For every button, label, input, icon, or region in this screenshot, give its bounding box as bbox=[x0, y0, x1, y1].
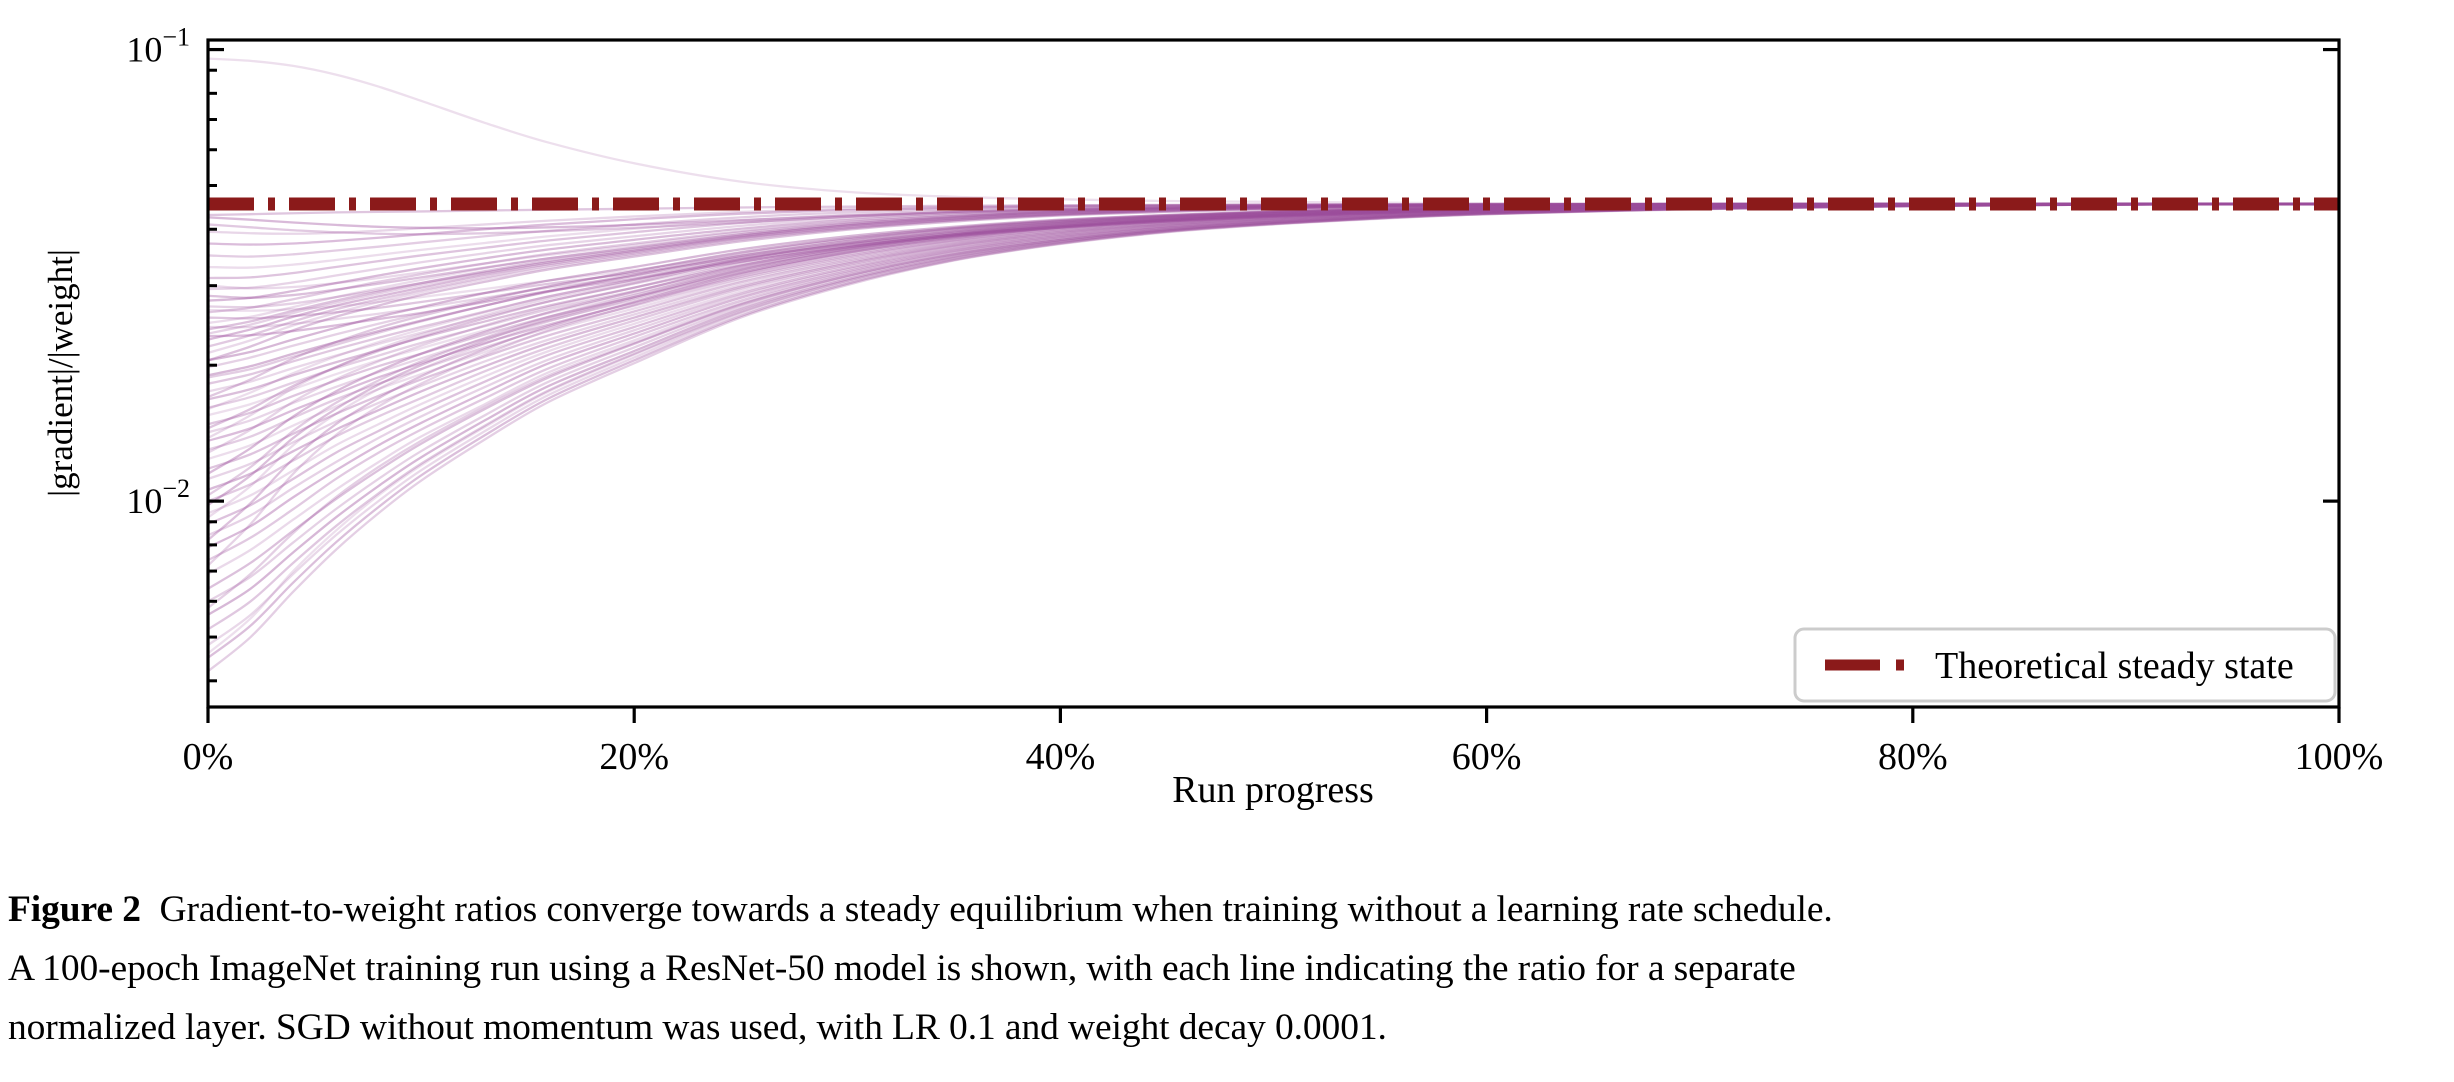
chart-legend[interactable]: Theoretical steady state bbox=[1793, 627, 2337, 703]
ratio-curve bbox=[208, 202, 2339, 299]
legend-box bbox=[1793, 627, 2337, 703]
y-axis-label: |gradient|/|weight| bbox=[41, 249, 80, 497]
ratio-curve bbox=[208, 202, 2339, 567]
caption-line-2: A 100-epoch ImageNet training run using … bbox=[8, 948, 1796, 989]
caption-line-1: Figure 2 Gradient-to-weight ratios conve… bbox=[8, 880, 2448, 939]
ratio-curve bbox=[208, 202, 2339, 475]
figure-caption: Figure 2 Gradient-to-weight ratios conve… bbox=[8, 880, 2448, 1057]
chart-figure: 10−1 10−2 0% 20% 40% 60% 80% 100% |gradient|/|… bbox=[41, 23, 2384, 811]
ratio-curve bbox=[208, 202, 2339, 320]
ratio-curve bbox=[208, 202, 2339, 647]
x-axis-tick-labels: 0% 20% 40% 60% 80% 100% bbox=[183, 736, 2384, 778]
x-tick-label: 20% bbox=[599, 736, 669, 778]
caption-line-3: normalized layer. SGD without momentum w… bbox=[8, 1007, 1387, 1048]
gradient-weight-ratio-chart: 10−1 10−2 0% 20% 40% 60% 80% 100% |gradient|/|… bbox=[41, 23, 2384, 811]
ratio-curve bbox=[208, 202, 2339, 399]
ratio-curve bbox=[208, 202, 2339, 537]
ratio-curve bbox=[208, 202, 2339, 362]
ratio-curve bbox=[208, 202, 2339, 379]
ratio-curve bbox=[208, 202, 2339, 393]
x-axis-ticks bbox=[206, 707, 2341, 723]
ratio-curve bbox=[208, 202, 2339, 302]
ratio-curve bbox=[208, 202, 2339, 590]
caption-text-1: Gradient-to-weight ratios converge towar… bbox=[159, 889, 1833, 930]
ratio-curve bbox=[208, 202, 2339, 369]
ratio-curve bbox=[208, 202, 2339, 417]
ratio-curve bbox=[208, 202, 2339, 515]
ratio-curve bbox=[208, 202, 2339, 673]
x-axis-label: Run progress bbox=[1172, 769, 1374, 811]
ratio-curve bbox=[208, 202, 2339, 519]
ratio-curve bbox=[208, 202, 2339, 246]
ratio-curve bbox=[208, 202, 2339, 354]
ratio-curve bbox=[208, 202, 2339, 348]
ratio-curve bbox=[208, 202, 2339, 411]
ratio-curve bbox=[208, 202, 2339, 335]
ratio-curve bbox=[208, 202, 2339, 503]
ratio-curve bbox=[208, 202, 2339, 258]
x-tick-label: 80% bbox=[1878, 736, 1948, 778]
ratio-curve bbox=[208, 202, 2339, 576]
ratio-curve bbox=[208, 202, 2339, 461]
ratio-curve bbox=[208, 202, 2339, 610]
y-axis-ticks bbox=[208, 47, 2339, 683]
ratio-curve bbox=[208, 202, 2339, 291]
ratio-curve bbox=[208, 202, 2339, 338]
ratio-curve bbox=[208, 202, 2339, 526]
ratio-curve bbox=[208, 202, 2339, 309]
ratio-curve bbox=[208, 202, 2339, 481]
x-tick-label: 40% bbox=[1026, 736, 1096, 778]
y-tick-label: 10−2 bbox=[126, 474, 190, 521]
x-tick-label: 0% bbox=[183, 736, 234, 778]
ratio-curve bbox=[208, 202, 2339, 451]
ratio-curve bbox=[208, 202, 2339, 470]
ratio-curve bbox=[208, 202, 2339, 542]
ratio-curve bbox=[208, 202, 2339, 549]
y-tick-label: 10−1 bbox=[126, 23, 190, 70]
ratio-curve bbox=[208, 202, 2339, 659]
ratio-curve bbox=[208, 202, 2339, 331]
ratio-curve bbox=[208, 202, 2339, 655]
ratio-curve bbox=[208, 202, 2339, 377]
x-tick-label: 60% bbox=[1452, 736, 1522, 778]
ratio-curve bbox=[208, 202, 2339, 562]
ratio-curve bbox=[208, 202, 2339, 385]
ratio-curve bbox=[208, 202, 2339, 329]
ratio-curve bbox=[208, 202, 2339, 454]
ratio-curve bbox=[208, 202, 2339, 631]
x-tick-label: 100% bbox=[2295, 736, 2384, 778]
plot-background bbox=[208, 40, 2339, 707]
ratio-curve bbox=[208, 202, 2339, 269]
ratio-curve bbox=[208, 202, 2339, 491]
ratio-curve bbox=[208, 202, 2339, 314]
ratio-curve bbox=[208, 202, 2339, 362]
y-axis-tick-labels: 10−1 10−2 bbox=[126, 23, 190, 522]
ratio-curve bbox=[208, 202, 2339, 616]
ratio-curve bbox=[208, 202, 2339, 290]
ratio-curve bbox=[208, 202, 2339, 434]
layer-ratio-curves bbox=[208, 57, 2339, 673]
ratio-curve bbox=[208, 202, 2339, 440]
ratio-curve bbox=[208, 202, 2339, 325]
caption-label: Figure 2 bbox=[8, 889, 160, 930]
ratio-curve bbox=[208, 202, 2339, 603]
ratio-curve bbox=[208, 57, 2339, 206]
ratio-curve bbox=[208, 202, 2339, 430]
ratio-curve bbox=[208, 202, 2339, 280]
axes-frame bbox=[206, 38, 2341, 709]
ratio-curve bbox=[208, 202, 2339, 426]
ratio-curve bbox=[208, 202, 2339, 235]
ratio-curve bbox=[208, 202, 2339, 507]
ratio-curve bbox=[208, 202, 2339, 442]
ratio-curve bbox=[208, 202, 2339, 401]
ratio-curve bbox=[208, 202, 2339, 312]
legend-label-steady-state: Theoretical steady state bbox=[1935, 645, 2294, 687]
ratio-curve bbox=[208, 202, 2339, 409]
ratio-curve bbox=[208, 202, 2339, 497]
ratio-curve bbox=[208, 202, 2339, 341]
